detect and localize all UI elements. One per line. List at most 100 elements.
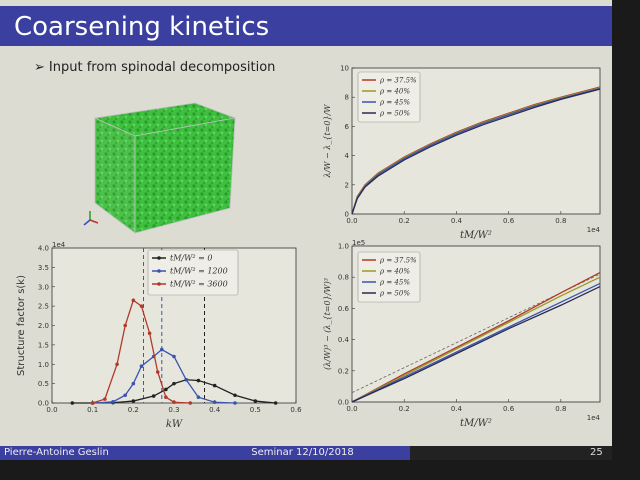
footer-author: Pierre-Antoine Geslin xyxy=(0,446,195,460)
data-point xyxy=(131,399,136,403)
x-tick-label: 0.2 xyxy=(399,405,410,413)
legend-label: tM/W² = 3600 xyxy=(170,280,228,289)
title-bar: Coarsening kinetics xyxy=(0,6,612,46)
series-line xyxy=(92,348,236,404)
x-tick-label: 0.2 xyxy=(399,217,410,225)
footer-seminar: Seminar 12/10/2018 xyxy=(195,446,410,460)
y-tick-label: 4 xyxy=(345,152,350,160)
slide-title: Coarsening kinetics xyxy=(14,12,270,42)
data-point xyxy=(123,323,127,328)
x-tick-label: 0.2 xyxy=(128,406,139,414)
data-point xyxy=(70,401,75,405)
data-point xyxy=(196,378,201,383)
y-tick-label: 4.0 xyxy=(38,245,49,253)
data-point xyxy=(212,383,217,388)
series-line xyxy=(351,88,601,215)
x-exponent-label: 1e4 xyxy=(587,226,601,234)
y-exponent-label: 1e4 xyxy=(52,241,66,249)
y-tick-label: 10 xyxy=(340,65,349,73)
x-tick-label: 0.0 xyxy=(346,405,357,413)
data-point xyxy=(90,401,95,405)
y-tick-label: 0.5 xyxy=(38,380,49,388)
y-exponent-label: 1e5 xyxy=(352,239,365,247)
legend-box xyxy=(147,249,239,296)
x-tick-label: 0.4 xyxy=(451,405,463,413)
series-line xyxy=(351,282,601,403)
data-point xyxy=(172,354,176,359)
data-point xyxy=(139,364,144,368)
legend-marker xyxy=(157,282,161,286)
y-tick-label: 1.0 xyxy=(338,243,349,251)
y-tick-label: 0.0 xyxy=(38,400,49,408)
x-tick-label: 0.0 xyxy=(46,406,57,414)
legend-label: tM/W² = 0 xyxy=(170,254,212,263)
page-number: 25 xyxy=(590,447,603,458)
data-point xyxy=(184,377,188,382)
data-point xyxy=(155,370,160,374)
data-point xyxy=(147,331,152,336)
x-tick-label: 0.6 xyxy=(503,217,515,225)
x-tick-label: 0.8 xyxy=(555,217,566,225)
legend-box xyxy=(357,71,421,123)
data-point xyxy=(164,395,168,399)
legend-label: ρ = 40% xyxy=(379,88,410,96)
y-tick-label: 0.2 xyxy=(338,367,349,375)
x-axis-label: tM/W² xyxy=(460,230,492,240)
data-point xyxy=(273,401,278,405)
x-tick-label: 0.0 xyxy=(346,217,357,225)
data-point xyxy=(139,304,144,308)
structure-factor-chart: 0.0 0.1 0.2 0.3 0.4 0.5 0.6 0.0 0.5 1.0 1.5 2.0 2.5 3… xyxy=(16,241,302,430)
data-point xyxy=(172,400,176,405)
x-tick-label: 0.4 xyxy=(209,406,221,414)
x-tick-label: 0.1 xyxy=(87,406,98,414)
footer: Pierre-Antoine Geslin Seminar 12/10/2018… xyxy=(0,446,612,460)
data-point xyxy=(253,399,258,403)
series-line xyxy=(351,285,601,403)
x-axis-label: kW xyxy=(166,419,183,430)
data-point xyxy=(160,347,164,352)
data-point xyxy=(111,400,115,404)
bullet-item: ➢ Input from spinodal decomposition xyxy=(34,60,275,75)
y-tick-label: 0.6 xyxy=(338,305,350,313)
y-tick-label: 2.0 xyxy=(38,322,49,330)
legend-box xyxy=(357,251,421,303)
fit-line xyxy=(351,273,601,394)
data-point xyxy=(164,387,168,392)
microstructure-cube-image xyxy=(93,102,237,234)
legend-label: ρ = 45% xyxy=(379,279,410,287)
data-point xyxy=(115,362,119,367)
x-tick-label: 0.4 xyxy=(451,217,463,225)
legend-label: ρ = 37.5% xyxy=(379,257,417,265)
y-tick-label: 2 xyxy=(345,181,349,189)
data-point xyxy=(131,381,136,386)
data-point xyxy=(196,395,201,399)
y-tick-label: 3.5 xyxy=(38,264,49,272)
y-tick-label: 0.4 xyxy=(338,336,350,344)
data-point xyxy=(103,397,107,401)
data-point xyxy=(233,393,237,398)
y-tick-label: 0 xyxy=(345,211,349,219)
legend-label: ρ = 50% xyxy=(379,110,410,118)
legend-label: ρ = 37.5% xyxy=(379,77,417,85)
data-point xyxy=(151,394,156,398)
data-point xyxy=(212,400,217,405)
y-tick-label: 0.0 xyxy=(338,399,349,407)
slide: Coarsening kinetics ➢ Input from spinodal… xyxy=(0,0,612,460)
y-tick-label: 1.5 xyxy=(38,341,49,349)
legend-label: tM/W² = 1200 xyxy=(170,267,228,276)
x-tick-label: 0.6 xyxy=(290,406,302,414)
y-tick-label: 0.8 xyxy=(338,274,349,282)
y-axis-label: Structure factor s(k) xyxy=(16,275,27,376)
axes-triad-icon xyxy=(83,211,99,226)
x-tick-label: 0.5 xyxy=(250,406,261,414)
y-tick-label: 6 xyxy=(345,123,350,131)
legend-marker xyxy=(157,269,161,273)
bullet-text: Input from spinodal decomposition xyxy=(48,60,276,75)
data-point xyxy=(123,393,127,398)
data-point xyxy=(172,381,176,386)
x-tick-label: 0.3 xyxy=(168,406,179,414)
data-point xyxy=(188,401,193,405)
legend-label: ρ = 40% xyxy=(379,268,410,276)
y-axis-label: λ/W − λ_{t=0}/W xyxy=(323,104,332,179)
data-point xyxy=(131,298,136,303)
